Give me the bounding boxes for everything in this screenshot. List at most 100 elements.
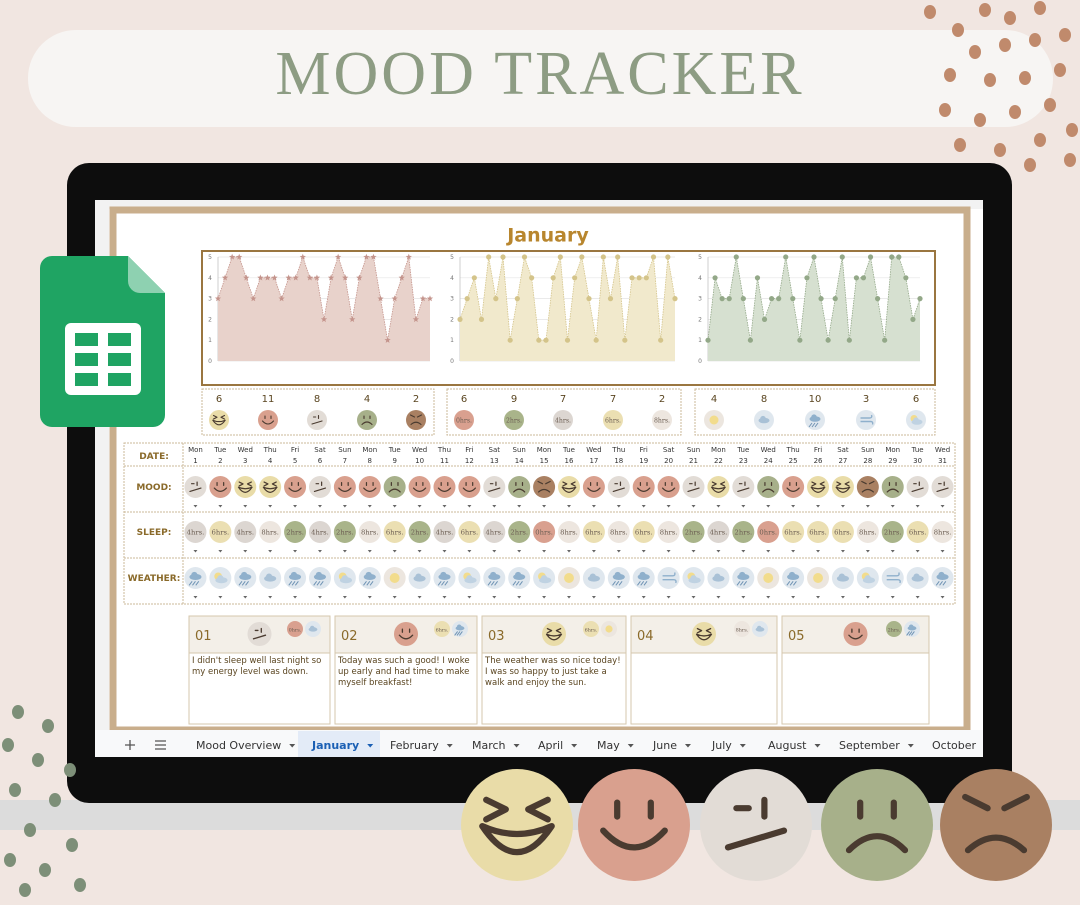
sheet-tab[interactable]: May [597, 739, 634, 752]
dropdown-caret [791, 550, 796, 553]
sheet-tab[interactable]: Mood Overview [196, 739, 296, 752]
decor-dot [954, 138, 966, 152]
cloud [690, 575, 697, 582]
cloud [440, 571, 447, 578]
mood-icon [307, 410, 327, 430]
rain [454, 631, 463, 636]
journal-number: 01 [195, 629, 212, 644]
chart-point [917, 296, 923, 302]
dropdown-caret [492, 550, 497, 553]
sleep-label: 6hrs. [212, 529, 230, 537]
face-circle [307, 410, 327, 430]
face-stroke [483, 796, 509, 823]
face-stroke [857, 799, 897, 820]
sleep-label: 6hrs. [585, 529, 603, 537]
cloud [456, 624, 462, 629]
sleep-icon: 2hrs. [886, 621, 902, 637]
sleep-label: 4hrs. [311, 529, 329, 537]
sheet-tab[interactable]: July [711, 739, 746, 752]
face-circle [558, 476, 580, 498]
chart-point [572, 275, 578, 281]
summary-count: 4 [364, 394, 370, 405]
chart-point [882, 337, 888, 343]
decor-dot [39, 863, 51, 877]
cloud [811, 414, 817, 421]
face-circle [707, 476, 730, 498]
dropdown-caret [317, 550, 322, 553]
dropdown-caret [890, 505, 895, 508]
chart-point [264, 274, 271, 281]
face-stroke [600, 827, 668, 851]
chart-area [218, 257, 430, 361]
weather-icon [433, 567, 456, 589]
sheet-tab[interactable]: October [932, 739, 976, 752]
sleep-label: 2hrs. [685, 529, 703, 537]
sheet-tab[interactable]: February [390, 739, 453, 752]
sleep-circle [458, 521, 481, 543]
face-stroke [810, 486, 826, 493]
cloud [908, 624, 914, 629]
decor-dot [4, 853, 16, 867]
date-label: 6 [318, 457, 323, 465]
face-stroke [696, 627, 703, 634]
sleep-icon: 0hrs. [757, 521, 780, 543]
date-label: 14 [515, 457, 524, 465]
dropdown-caret [591, 596, 596, 599]
decor-dot [944, 68, 956, 82]
mood-icon [184, 476, 207, 498]
face-stroke [252, 634, 267, 640]
chart-point [299, 253, 306, 260]
cloud [315, 571, 322, 578]
chart-area [460, 257, 675, 361]
weather-icon [856, 410, 876, 430]
chart-point [564, 337, 571, 343]
sheet-tab[interactable]: March [472, 739, 520, 752]
dropdown-caret [517, 596, 522, 599]
chart-point [586, 296, 592, 302]
face-stroke [664, 481, 673, 486]
sleep-icon: 2hrs. [732, 521, 755, 543]
chart-point [579, 254, 585, 260]
rain [786, 581, 797, 586]
sleep-label: 8hrs. [660, 529, 678, 537]
sleep-circle [434, 621, 450, 637]
face-stroke [479, 823, 555, 856]
chart-point [412, 316, 420, 323]
date-label: 16 [565, 457, 574, 465]
all-sheets-button[interactable] [155, 740, 166, 750]
sleep-circle [454, 410, 474, 430]
sheet-tab[interactable]: April [538, 739, 578, 752]
sleep-icon: 6hrs. [831, 521, 854, 543]
sleep-circle [508, 521, 531, 543]
sheet-tab[interactable]: August [768, 739, 821, 752]
chart-point [514, 296, 520, 302]
sheet-tab[interactable]: June [652, 739, 691, 752]
daily-table [123, 442, 956, 605]
face-stroke [811, 481, 817, 487]
dropdown-caret [915, 505, 920, 508]
add-sheet-button[interactable] [125, 740, 135, 750]
decor-dot [74, 878, 86, 892]
dropdown-caret [367, 596, 372, 599]
dropdown-caret [840, 596, 845, 599]
rain [288, 581, 299, 586]
dropdown-caret [293, 596, 298, 599]
sleep-icon: 6hrs. [782, 521, 805, 543]
sheet-tab[interactable]: September [839, 739, 914, 752]
sleep-label: 4hrs. [236, 529, 254, 537]
tab-label: February [390, 739, 439, 752]
mood-icon [209, 410, 229, 430]
sheet-tab[interactable]: January [298, 731, 380, 757]
sleep-label: 8hrs. [654, 418, 670, 425]
day-label: Thu [611, 446, 625, 454]
chart-point [285, 274, 292, 281]
dropdown-caret [940, 596, 945, 599]
mood-icon [807, 476, 830, 498]
sleep-label: 8hrs. [560, 529, 578, 537]
face-circle [394, 622, 418, 646]
face-circle [533, 476, 556, 498]
face-circle [831, 476, 854, 498]
decor-dot [999, 38, 1011, 52]
sun [763, 573, 774, 583]
decor-dot [12, 705, 24, 719]
